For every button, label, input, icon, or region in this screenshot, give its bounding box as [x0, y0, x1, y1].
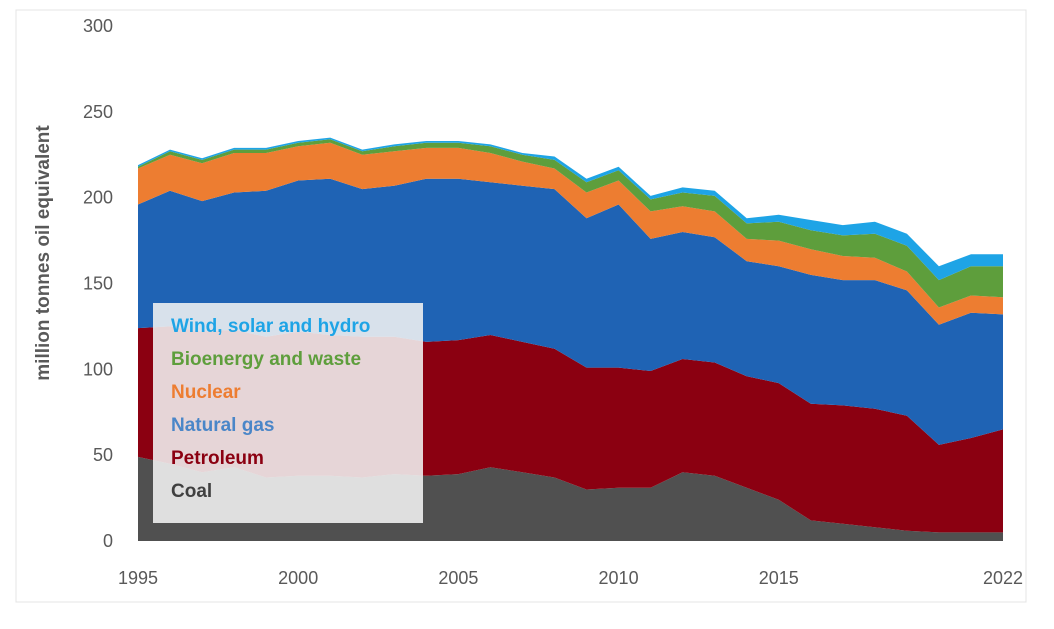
x-tick-label: 1995 [118, 568, 158, 588]
y-axis-label: million tonnes oil equivalent [33, 125, 54, 381]
y-tick-label: 300 [83, 16, 113, 36]
legend: Wind, solar and hydro Bioenergy and waste… [153, 303, 423, 523]
legend-item-petroleum: Petroleum [171, 448, 264, 469]
y-tick-label: 200 [83, 188, 113, 208]
x-tick-label: 2022 [983, 568, 1023, 588]
x-tick-label: 2005 [438, 568, 478, 588]
x-tick-label: 2010 [599, 568, 639, 588]
y-tick-label: 50 [93, 445, 113, 465]
x-axis-ticks: 1995 2000 2005 2010 2015 2022 [118, 568, 1023, 588]
x-tick-label: 2015 [759, 568, 799, 588]
x-tick-label: 2000 [278, 568, 318, 588]
legend-item-wind-solar-and-hydro: Wind, solar and hydro [171, 316, 371, 337]
area-wind-solar-and-hydro [138, 137, 1003, 281]
y-axis-ticks: 0 50 100 150 200 250 300 [83, 16, 113, 551]
area-bioenergy-and-waste [138, 139, 1003, 308]
y-tick-label: 250 [83, 102, 113, 122]
y-tick-label: 150 [83, 274, 113, 294]
chart-border [15, 9, 1027, 603]
area-natural-gas [138, 178, 1003, 445]
legend-item-natural-gas: Natural gas [171, 415, 275, 436]
y-tick-label: 100 [83, 359, 113, 379]
legend-item-bioenergy-and-waste: Bioenergy and waste [171, 349, 362, 370]
area-nuclear [138, 142, 1003, 325]
y-tick-label: 0 [103, 531, 113, 551]
legend-item-nuclear: Nuclear [171, 382, 241, 403]
legend-item-coal: Coal [171, 481, 213, 502]
